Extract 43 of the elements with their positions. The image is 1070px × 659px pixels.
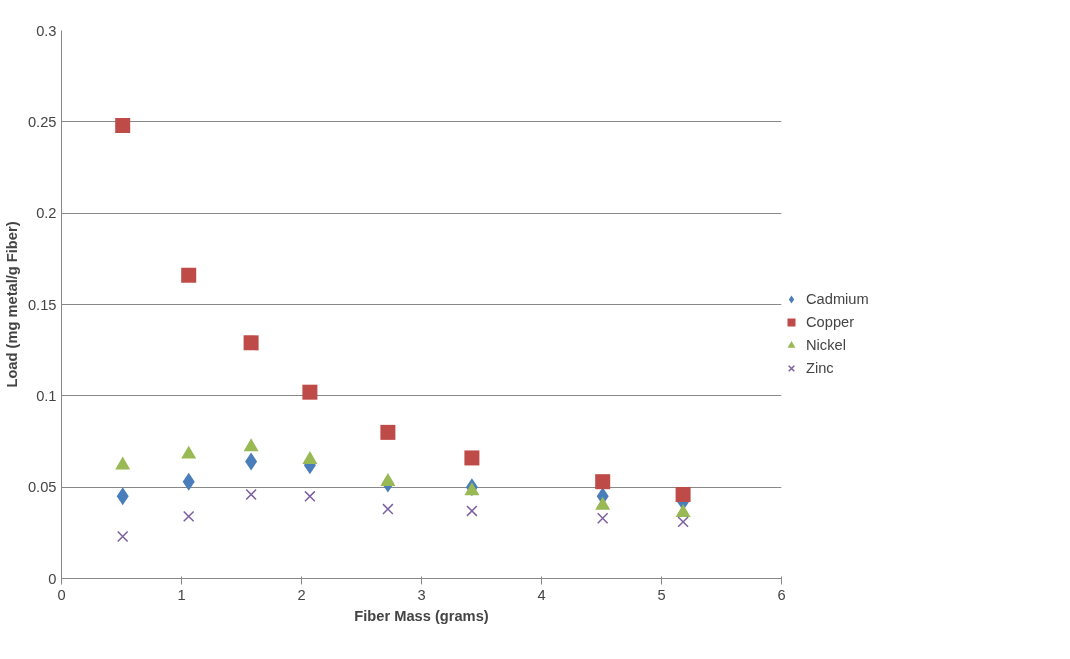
x-tick-label: 2 bbox=[297, 586, 306, 603]
point bbox=[675, 504, 691, 518]
x-tick-label: 5 bbox=[657, 586, 666, 603]
point bbox=[302, 384, 318, 400]
point bbox=[243, 335, 259, 351]
point bbox=[304, 490, 316, 502]
x-tick-label: 3 bbox=[417, 586, 426, 603]
point bbox=[302, 451, 318, 465]
point bbox=[117, 530, 129, 543]
y-tick-label: 0 bbox=[48, 570, 57, 587]
legend-label: Copper bbox=[806, 314, 856, 330]
point bbox=[243, 438, 259, 452]
y-tick-label: 0.3 bbox=[36, 22, 57, 39]
point bbox=[464, 482, 480, 496]
point bbox=[181, 267, 197, 283]
y-tick-label: 0.2 bbox=[36, 205, 57, 222]
point bbox=[183, 510, 195, 523]
x-tick-label: 1 bbox=[177, 586, 186, 603]
point bbox=[181, 445, 197, 459]
point bbox=[382, 503, 394, 515]
x-tick-label: 6 bbox=[777, 586, 786, 603]
point bbox=[115, 456, 131, 470]
point bbox=[115, 117, 131, 133]
point bbox=[380, 473, 396, 487]
legend-label: Zinc bbox=[806, 360, 835, 376]
y-tick-label: 0.15 bbox=[27, 296, 57, 313]
y-tick-label: 0.1 bbox=[36, 387, 57, 404]
point bbox=[245, 488, 257, 501]
point bbox=[675, 486, 691, 502]
point bbox=[466, 505, 478, 517]
x-tick-label: 4 bbox=[537, 586, 546, 603]
y-tick-label: 0.05 bbox=[27, 479, 57, 496]
y-axis-title: Load (mg metal/g Fiber) bbox=[3, 221, 20, 388]
point bbox=[380, 424, 396, 440]
point bbox=[595, 474, 611, 490]
point bbox=[595, 496, 611, 510]
x-axis-title: Fiber Mass (grams) bbox=[354, 607, 489, 624]
legend-label: Nickel bbox=[806, 337, 847, 353]
y-tick-label: 0.25 bbox=[27, 113, 57, 130]
point bbox=[677, 516, 689, 528]
point bbox=[464, 450, 480, 466]
point bbox=[597, 512, 609, 524]
legend-label: Cadmium bbox=[806, 291, 869, 307]
